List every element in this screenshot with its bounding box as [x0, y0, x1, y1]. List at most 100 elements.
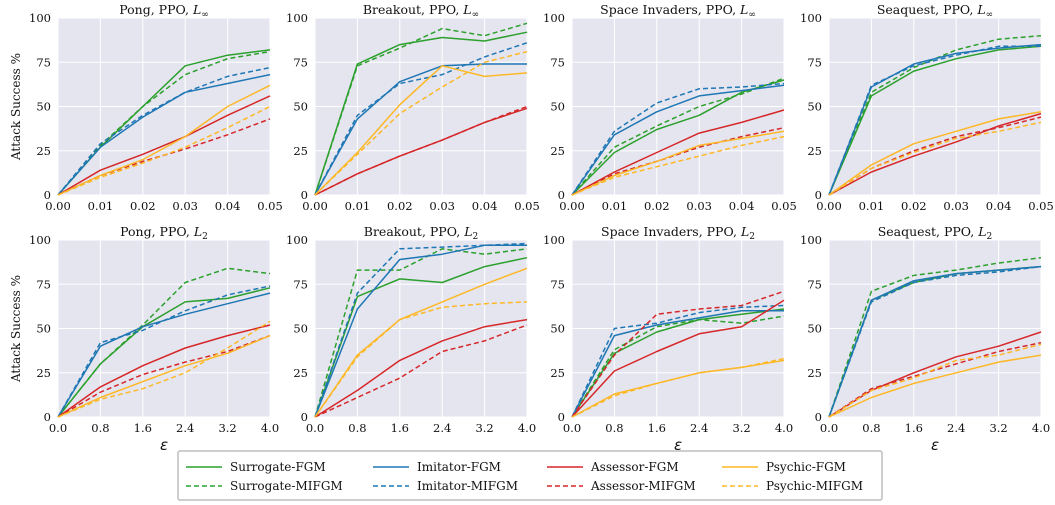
x-tick-label: 0.03: [943, 199, 969, 213]
x-tick-label: 0.04: [986, 199, 1012, 213]
chart-title-text: Pong, PPO,: [119, 2, 193, 17]
chart-panel-5: 0 25 50 75 100 0.0 0.8 1.6 2.4 3.2 4.0 Pong, PPO, L…: [9, 224, 279, 454]
chart-title-norm-subscript: ∞: [986, 10, 994, 20]
series-line-assessor-fgm: [571, 299, 785, 418]
y-tick-label: 25: [807, 366, 822, 380]
legend-label: Imitator-MIFGM: [417, 479, 518, 493]
series-line-psychic-mifgm: [571, 135, 785, 196]
series-line-surrogate-fgm: [571, 308, 785, 418]
series-line-assessor-mifgm: [314, 105, 528, 196]
series-line-imitator-mifgm: [57, 66, 271, 196]
chart-title-norm-symbol: L: [740, 224, 749, 239]
y-tick-label: 100: [543, 11, 565, 25]
x-tick-label: 2.4: [947, 421, 965, 435]
x-tick-label: 0.03: [172, 199, 198, 213]
x-tick-label: 0.03: [686, 199, 712, 213]
chart-title-text: Space Invaders, PPO,: [600, 2, 740, 17]
x-tick-label: 1.6: [905, 421, 923, 435]
chart-title-text: Pong, PPO,: [120, 224, 194, 239]
series-line-assessor-fgm: [571, 109, 785, 196]
chart-title-norm-symbol: L: [976, 2, 985, 17]
chart-panel-7: 0 25 50 75 100 0.0 0.8 1.6 2.4 3.2 4.0 Space Invade…: [543, 224, 793, 454]
x-tick-label: 1.6: [648, 421, 666, 435]
chart-title-text: Breakout, PPO,: [364, 224, 464, 239]
chart-title-norm-subscript: 2: [473, 232, 479, 242]
y-axis-label: Attack Success %: [9, 53, 23, 161]
x-tick-label: 4.0: [775, 421, 793, 435]
y-tick-label: 0: [301, 188, 308, 202]
x-tick-label: 0.00: [816, 199, 842, 213]
x-tick-label: 0.01: [345, 199, 371, 213]
y-tick-label: 50: [36, 100, 51, 114]
chart-title-norm-subscript: 2: [202, 232, 208, 242]
x-tick-label: 0.02: [901, 199, 927, 213]
chart-title-norm-symbol: L: [193, 224, 202, 239]
x-tick-label: 0.05: [257, 199, 283, 213]
x-tick-label: 0.01: [88, 199, 114, 213]
y-tick-label: 0: [815, 410, 822, 424]
y-tick-label: 50: [550, 322, 565, 336]
x-tick-label: 3.2: [989, 421, 1007, 435]
series-line-imitator-mifgm: [314, 42, 528, 196]
chart-panel-1: 0 25 50 75 100 0.00 0.01 0.02 0.03 0.04 0.05 Pong, …: [9, 2, 283, 213]
series-line-psychic-mifgm: [314, 50, 528, 196]
y-tick-label: 50: [36, 322, 51, 336]
series-line-imitator-fgm: [314, 63, 527, 196]
series-line-psychic-fgm: [571, 130, 785, 196]
y-tick-label: 50: [293, 322, 308, 336]
series-line-assessor-mifgm: [828, 341, 1042, 418]
series-line-surrogate-mifgm: [57, 50, 271, 196]
series-line-psychic-mifgm: [571, 357, 785, 418]
chart-title-norm-subscript: ∞: [472, 10, 480, 20]
x-tick-label: 0.04: [472, 199, 498, 213]
series-line-psychic-mifgm: [57, 105, 271, 196]
series-line-surrogate-mifgm: [828, 34, 1042, 196]
y-tick-label: 25: [293, 144, 308, 158]
x-tick-label: 1.6: [391, 421, 409, 435]
series-line-surrogate-fgm: [314, 256, 528, 418]
y-tick-label: 50: [550, 100, 565, 114]
series-line-psychic-fgm: [314, 267, 528, 418]
chart-title-norm-symbol: L: [739, 2, 748, 17]
series-line-surrogate-mifgm: [57, 267, 271, 418]
y-tick-label: 75: [807, 55, 822, 69]
series-line-psychic-fgm: [57, 334, 271, 418]
series-line-psychic-mifgm: [828, 121, 1042, 196]
y-tick-label: 100: [29, 11, 51, 25]
y-tick-label: 75: [293, 55, 308, 69]
x-tick-label: 2.4: [176, 421, 194, 435]
y-tick-label: 50: [807, 322, 822, 336]
chart-panel-4: 0 25 50 75 100 0.00 0.01 0.02 0.03 0.04 0.05 Seaque…: [800, 2, 1054, 213]
y-tick-label: 0: [44, 410, 51, 424]
y-tick-label: 75: [807, 277, 822, 291]
chart-title-text: Space Invaders, PPO,: [601, 224, 741, 239]
y-tick-label: 100: [800, 233, 822, 247]
legend-label: Psychic-MIFGM: [766, 479, 863, 493]
y-tick-label: 0: [301, 410, 308, 424]
y-tick-label: 75: [550, 55, 565, 69]
chart-title: Pong, PPO, L∞: [119, 2, 209, 20]
x-tick-label: 0.03: [429, 199, 455, 213]
y-tick-label: 100: [286, 11, 308, 25]
x-tick-label: 0.05: [771, 199, 797, 213]
y-tick-label: 25: [293, 366, 308, 380]
series-line-imitator-fgm: [828, 265, 1042, 418]
series-line-imitator-mifgm: [314, 242, 528, 418]
chart-panel-6: 0 25 50 75 100 0.0 0.8 1.6 2.4 3.2 4.0 Breakout, PP…: [286, 224, 536, 435]
series-line-psychic-mifgm: [57, 320, 271, 418]
y-tick-label: 25: [550, 366, 565, 380]
series-line-surrogate-fgm: [828, 45, 1042, 196]
x-axis-label: ε: [674, 436, 682, 454]
chart-title: Pong, PPO, L2: [120, 224, 208, 242]
series-line-surrogate-mifgm: [314, 248, 528, 418]
series-line-assessor-mifgm: [57, 334, 271, 418]
y-axis-label: Attack Success %: [9, 275, 23, 383]
x-tick-label: 0.00: [302, 199, 328, 213]
chart-panel-3: 0 25 50 75 100 0.00 0.01 0.02 0.03 0.04 0.05 Space …: [543, 2, 797, 213]
legend-label: Surrogate-MIFGM: [230, 479, 343, 493]
chart-title-norm-symbol: L: [977, 224, 986, 239]
x-tick-label: 3.2: [475, 421, 493, 435]
y-tick-label: 50: [807, 100, 822, 114]
series-line-assessor-fgm: [314, 318, 528, 418]
y-tick-label: 50: [293, 100, 308, 114]
